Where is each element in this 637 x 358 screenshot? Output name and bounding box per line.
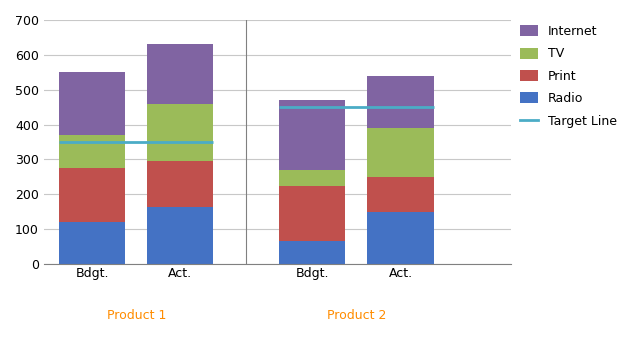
- Bar: [368, 76, 434, 128]
- Bar: [59, 222, 125, 264]
- Bar: [59, 168, 125, 222]
- Bar: [368, 177, 434, 212]
- Bar: [59, 135, 125, 168]
- Text: Product 1: Product 1: [106, 309, 166, 321]
- Bar: [280, 185, 345, 241]
- Text: Product 2: Product 2: [327, 309, 386, 321]
- Bar: [368, 212, 434, 264]
- Bar: [147, 161, 213, 207]
- Bar: [59, 72, 125, 135]
- Bar: [280, 170, 345, 185]
- Bar: [147, 44, 213, 104]
- Bar: [147, 207, 213, 264]
- Bar: [147, 104, 213, 161]
- Legend: Internet, TV, Print, Radio, Target Line: Internet, TV, Print, Radio, Target Line: [515, 20, 622, 132]
- Bar: [280, 100, 345, 170]
- Bar: [280, 241, 345, 264]
- Bar: [368, 128, 434, 177]
